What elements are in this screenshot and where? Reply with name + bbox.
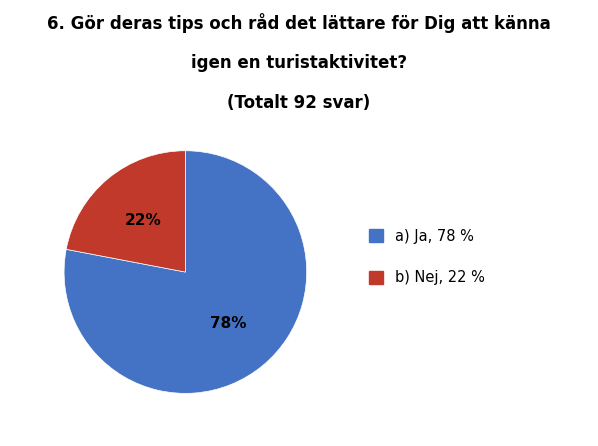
Text: 22%: 22%	[124, 213, 161, 228]
Wedge shape	[66, 151, 185, 272]
Text: igen en turistaktivitet?: igen en turistaktivitet?	[191, 54, 407, 71]
Text: (Totalt 92 svar): (Totalt 92 svar)	[227, 94, 371, 112]
Legend: a) Ja, 78 %, b) Nej, 22 %: a) Ja, 78 %, b) Nej, 22 %	[368, 229, 485, 285]
Wedge shape	[64, 151, 307, 393]
Text: 6. Gör deras tips och råd det lättare för Dig att känna: 6. Gör deras tips och råd det lättare fö…	[47, 13, 551, 33]
Text: 78%: 78%	[210, 316, 246, 331]
